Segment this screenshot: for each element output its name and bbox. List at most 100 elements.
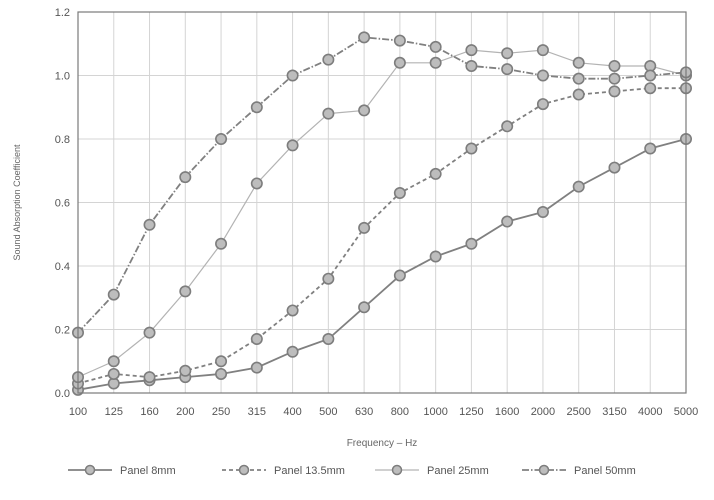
data-point bbox=[393, 186, 406, 199]
data-point bbox=[215, 355, 228, 368]
series-line bbox=[77, 138, 687, 391]
data-point bbox=[501, 120, 514, 133]
data-point bbox=[429, 167, 442, 180]
data-point bbox=[608, 72, 621, 85]
y-tick-label: 0.0 bbox=[55, 388, 70, 400]
data-point bbox=[107, 367, 120, 380]
series-panel-8mm bbox=[72, 133, 692, 396]
series-line bbox=[77, 36, 687, 334]
data-point bbox=[286, 69, 299, 82]
series-line bbox=[77, 87, 686, 385]
data-point bbox=[286, 139, 299, 152]
data-point bbox=[572, 56, 585, 69]
data-point bbox=[572, 180, 585, 193]
data-point bbox=[501, 47, 514, 60]
x-tick-label: 800 bbox=[391, 406, 409, 418]
legend-item: Panel 8mm bbox=[68, 464, 176, 477]
data-point bbox=[358, 301, 371, 314]
x-tick-label: 2500 bbox=[566, 406, 590, 418]
x-tick-label: 250 bbox=[212, 406, 230, 418]
x-tick-label: 315 bbox=[248, 406, 266, 418]
x-tick-label: 5000 bbox=[674, 406, 698, 418]
legend-item: Panel 50mm bbox=[522, 464, 636, 477]
x-tick-labels: 100 125 160 200 250 315 400 500 630 800 1000 1250 16… bbox=[69, 406, 698, 418]
data-point bbox=[501, 215, 514, 228]
data-point bbox=[179, 285, 192, 298]
legend-marker bbox=[391, 464, 403, 476]
legend-label: Panel 50mm bbox=[574, 465, 636, 477]
legend-item: Panel 25mm bbox=[375, 464, 489, 477]
y-tick-label: 0.4 bbox=[55, 261, 70, 273]
series-panel-13-5mm bbox=[72, 82, 692, 390]
x-tick-label: 125 bbox=[105, 406, 123, 418]
data-point bbox=[465, 44, 478, 57]
data-point bbox=[465, 142, 478, 155]
data-point bbox=[536, 206, 549, 219]
data-point bbox=[393, 56, 406, 69]
data-point bbox=[322, 272, 335, 285]
data-point bbox=[215, 367, 228, 380]
legend-marker bbox=[84, 464, 96, 476]
x-tick-label: 200 bbox=[176, 406, 194, 418]
data-point bbox=[143, 371, 156, 384]
data-point bbox=[143, 218, 156, 231]
y-axis-label: Sound Absorption Coefficient bbox=[12, 144, 22, 260]
data-point bbox=[179, 171, 192, 184]
x-tick-label: 1600 bbox=[495, 406, 519, 418]
data-point bbox=[393, 269, 406, 282]
data-point bbox=[608, 161, 621, 174]
data-point bbox=[608, 85, 621, 98]
plot-frame bbox=[77, 11, 687, 394]
data-point bbox=[358, 31, 371, 44]
data-point bbox=[322, 333, 335, 346]
data-point bbox=[501, 63, 514, 76]
data-point bbox=[215, 133, 228, 146]
grid bbox=[77, 11, 687, 394]
series-panel-50mm bbox=[72, 31, 692, 339]
data-point bbox=[429, 250, 442, 263]
data-point bbox=[465, 59, 478, 72]
y-tick-label: 1.2 bbox=[55, 7, 70, 19]
data-point bbox=[644, 69, 657, 82]
legend-marker bbox=[238, 464, 250, 476]
y-tick-label: 0.2 bbox=[55, 325, 70, 337]
data-point bbox=[429, 40, 442, 53]
x-tick-label: 160 bbox=[140, 406, 158, 418]
x-tick-label: 400 bbox=[283, 406, 301, 418]
x-tick-label: 1250 bbox=[459, 406, 483, 418]
series-lines bbox=[72, 31, 692, 396]
y-tick-label: 0.6 bbox=[55, 198, 70, 210]
data-point bbox=[322, 53, 335, 66]
y-tick-labels: 0.0 0.2 0.4 0.6 0.8 1.0 1.2 bbox=[55, 7, 70, 400]
data-point bbox=[644, 82, 657, 95]
y-tick-label: 0.8 bbox=[55, 134, 70, 146]
data-point bbox=[536, 98, 549, 111]
x-tick-label: 4000 bbox=[638, 406, 662, 418]
x-tick-label: 3150 bbox=[602, 406, 626, 418]
data-point bbox=[107, 355, 120, 368]
legend-label: Panel 8mm bbox=[120, 465, 176, 477]
x-tick-label: 1000 bbox=[423, 406, 447, 418]
legend-label: Panel 13.5mm bbox=[274, 465, 345, 477]
data-point bbox=[250, 101, 263, 114]
data-point bbox=[322, 107, 335, 120]
data-point bbox=[572, 88, 585, 101]
data-point bbox=[358, 104, 371, 117]
data-point bbox=[250, 361, 263, 374]
x-tick-label: 630 bbox=[355, 406, 373, 418]
data-point bbox=[393, 34, 406, 47]
data-point bbox=[644, 142, 657, 155]
data-point bbox=[536, 69, 549, 82]
y-tick-label: 1.0 bbox=[55, 71, 70, 83]
data-point bbox=[286, 345, 299, 358]
data-point bbox=[465, 237, 478, 250]
data-point bbox=[143, 326, 156, 339]
legend-marker bbox=[538, 464, 550, 476]
data-point bbox=[572, 72, 585, 85]
data-point bbox=[215, 237, 228, 250]
data-point bbox=[107, 288, 120, 301]
series-line bbox=[77, 49, 687, 378]
legend-item: Panel 13.5mm bbox=[222, 464, 345, 477]
x-axis-label: Frequency – Hz bbox=[347, 438, 418, 449]
